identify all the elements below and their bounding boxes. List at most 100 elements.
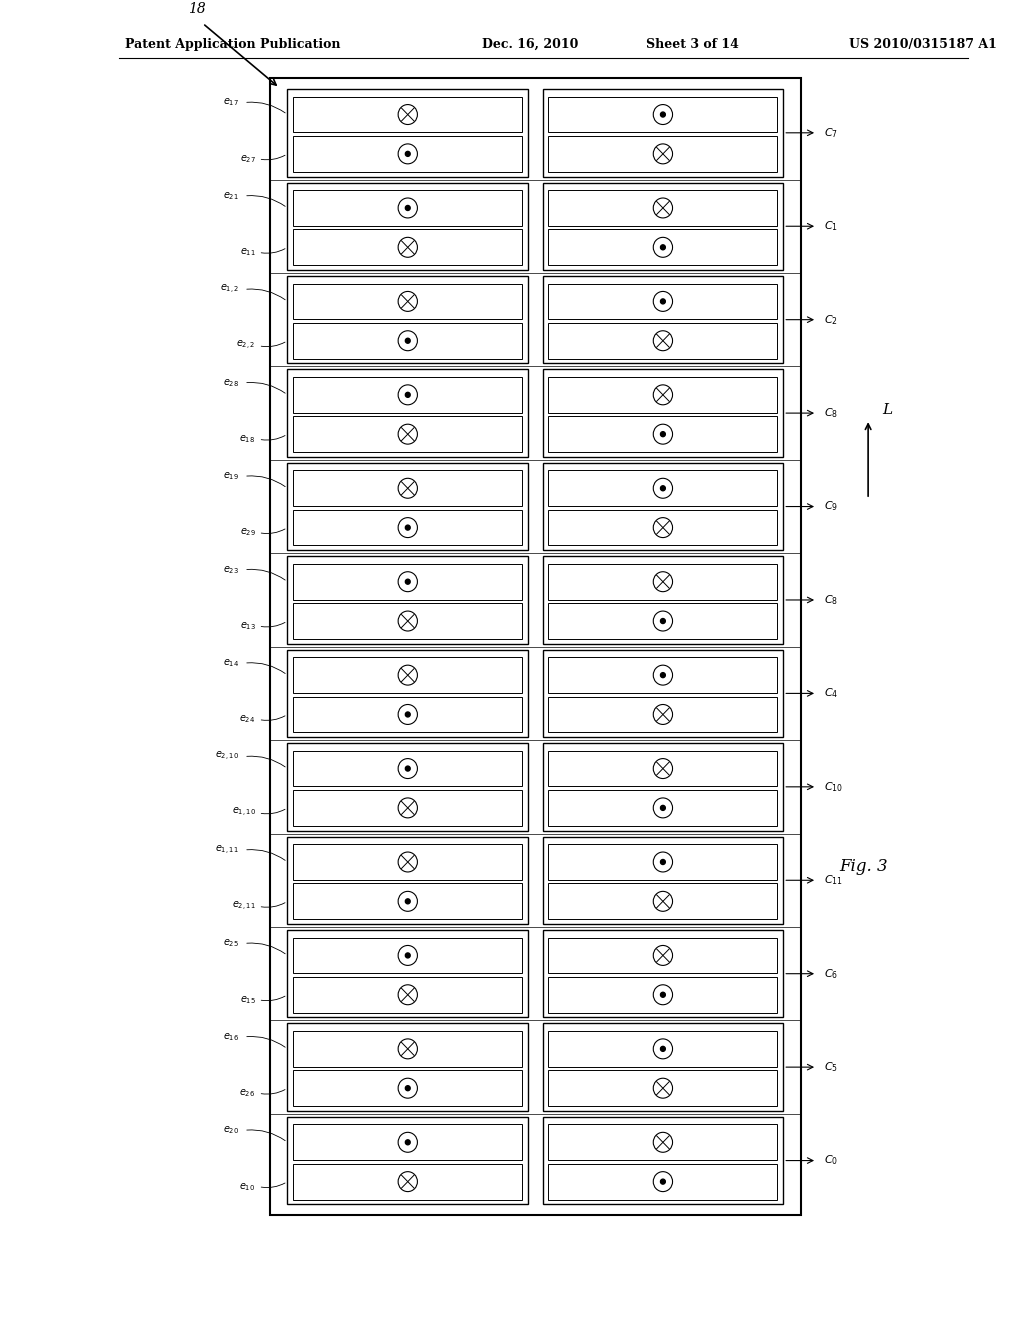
Bar: [549, 883, 777, 919]
Text: $e_{26}$: $e_{26}$: [240, 1088, 256, 1100]
Circle shape: [660, 993, 666, 997]
Bar: [293, 136, 522, 172]
Text: $C_{10}$: $C_{10}$: [823, 780, 843, 793]
Circle shape: [406, 766, 411, 771]
FancyBboxPatch shape: [270, 78, 801, 1216]
Text: $e_{1,10}$: $e_{1,10}$: [231, 807, 256, 820]
Bar: [549, 470, 777, 506]
Bar: [293, 1125, 522, 1160]
Bar: [288, 370, 528, 457]
Bar: [293, 96, 522, 132]
Bar: [293, 1031, 522, 1067]
Bar: [293, 230, 522, 265]
Bar: [293, 603, 522, 639]
Bar: [549, 1071, 777, 1106]
Text: $e_{21}$: $e_{21}$: [223, 190, 240, 202]
Bar: [543, 743, 783, 830]
Text: $e_{20}$: $e_{20}$: [223, 1125, 240, 1137]
Text: $e_{24}$: $e_{24}$: [240, 714, 256, 726]
Circle shape: [660, 486, 666, 491]
Bar: [549, 1125, 777, 1160]
Bar: [293, 510, 522, 545]
Bar: [293, 657, 522, 693]
Bar: [549, 284, 777, 319]
Circle shape: [406, 899, 411, 904]
Bar: [549, 416, 777, 451]
Text: $e_{2,10}$: $e_{2,10}$: [215, 750, 240, 763]
Bar: [293, 751, 522, 787]
Text: $e_{10}$: $e_{10}$: [240, 1180, 256, 1192]
Bar: [543, 370, 783, 457]
Bar: [549, 96, 777, 132]
Text: $e_{19}$: $e_{19}$: [223, 470, 240, 482]
Circle shape: [660, 859, 666, 865]
Bar: [543, 182, 783, 271]
Circle shape: [406, 953, 411, 958]
Bar: [288, 556, 528, 644]
Text: Dec. 16, 2010: Dec. 16, 2010: [482, 38, 579, 51]
Circle shape: [406, 338, 411, 343]
Text: Sheet 3 of 14: Sheet 3 of 14: [646, 38, 739, 51]
Text: $e_{15}$: $e_{15}$: [240, 994, 256, 1006]
Text: $e_{1,11}$: $e_{1,11}$: [215, 843, 240, 857]
Text: $e_{1,2}$: $e_{1,2}$: [220, 282, 240, 296]
Bar: [293, 697, 522, 733]
Circle shape: [660, 244, 666, 249]
Text: Patent Application Publication: Patent Application Publication: [125, 38, 341, 51]
Text: $C_{9}$: $C_{9}$: [823, 500, 838, 513]
Circle shape: [406, 1086, 411, 1090]
Bar: [543, 931, 783, 1018]
Text: $e_{16}$: $e_{16}$: [223, 1031, 240, 1043]
Text: $C_{6}$: $C_{6}$: [823, 966, 838, 981]
Circle shape: [660, 432, 666, 437]
Bar: [293, 791, 522, 826]
Text: $C_{7}$: $C_{7}$: [823, 125, 838, 140]
Bar: [543, 837, 783, 924]
Circle shape: [660, 805, 666, 810]
Bar: [293, 190, 522, 226]
Text: $e_{2,2}$: $e_{2,2}$: [237, 339, 256, 352]
Bar: [549, 977, 777, 1012]
Bar: [549, 937, 777, 973]
Text: 18: 18: [188, 3, 206, 16]
Bar: [293, 416, 522, 451]
Text: $e_{29}$: $e_{29}$: [240, 527, 256, 539]
Text: $e_{14}$: $e_{14}$: [223, 657, 240, 669]
Text: $e_{2,11}$: $e_{2,11}$: [231, 900, 256, 913]
Bar: [288, 88, 528, 177]
Text: $e_{18}$: $e_{18}$: [240, 433, 256, 445]
Bar: [288, 743, 528, 830]
Text: $e_{25}$: $e_{25}$: [223, 937, 240, 949]
Bar: [549, 378, 777, 413]
Circle shape: [406, 152, 411, 156]
Bar: [549, 564, 777, 599]
Bar: [543, 276, 783, 363]
Text: $C_{5}$: $C_{5}$: [823, 1060, 838, 1074]
Bar: [549, 603, 777, 639]
Circle shape: [406, 1139, 411, 1144]
Circle shape: [406, 579, 411, 585]
Text: $e_{13}$: $e_{13}$: [240, 620, 256, 632]
Circle shape: [406, 392, 411, 397]
Bar: [293, 977, 522, 1012]
Bar: [293, 883, 522, 919]
Text: L: L: [883, 404, 893, 417]
Bar: [543, 1117, 783, 1204]
Text: $e_{11}$: $e_{11}$: [240, 247, 256, 259]
Bar: [543, 649, 783, 737]
Text: $e_{17}$: $e_{17}$: [223, 96, 240, 108]
Bar: [288, 1117, 528, 1204]
Bar: [288, 1023, 528, 1111]
Bar: [549, 843, 777, 880]
Bar: [549, 751, 777, 787]
Bar: [549, 190, 777, 226]
Text: $e_{23}$: $e_{23}$: [223, 564, 240, 576]
Bar: [293, 378, 522, 413]
Circle shape: [660, 112, 666, 117]
Text: $C_{2}$: $C_{2}$: [823, 313, 838, 326]
Bar: [293, 1071, 522, 1106]
Bar: [543, 463, 783, 550]
Text: $C_{1}$: $C_{1}$: [823, 219, 838, 234]
Bar: [543, 88, 783, 177]
Circle shape: [660, 619, 666, 623]
